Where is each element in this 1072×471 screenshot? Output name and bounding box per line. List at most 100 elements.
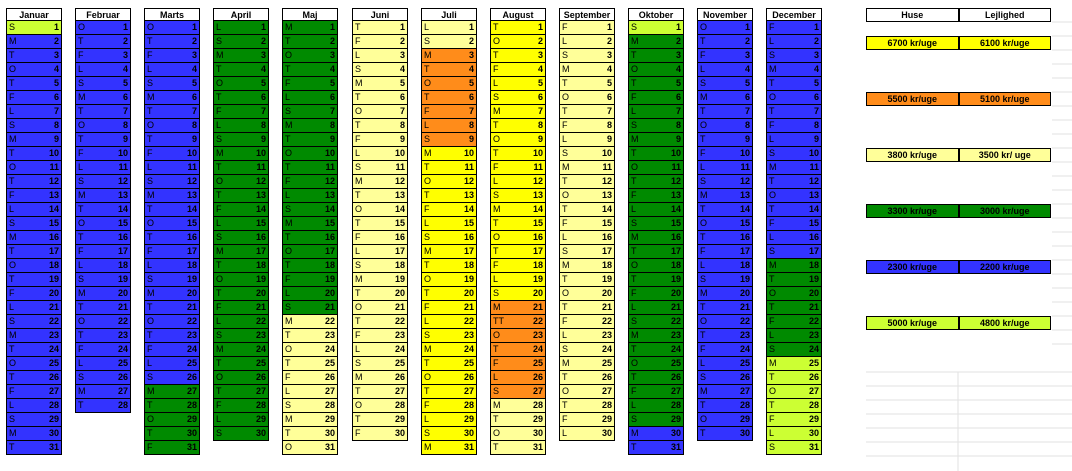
day-cell[interactable]: L 21 (628, 301, 684, 315)
day-cell[interactable]: T 12 (6, 175, 62, 189)
day-cell[interactable]: F 28 (213, 399, 269, 413)
day-cell[interactable]: O 26 (421, 371, 477, 385)
day-cell[interactable]: M 27 (697, 385, 753, 399)
day-cell[interactable]: T 28 (766, 399, 822, 413)
day-cell[interactable]: S 30 (213, 427, 269, 441)
day-cell[interactable]: F 24 (75, 343, 131, 357)
day-cell[interactable]: T 30 (697, 427, 753, 441)
day-cell[interactable]: L 22 (421, 315, 477, 329)
day-cell[interactable]: T 19 (559, 273, 615, 287)
day-cell[interactable]: T 21 (697, 301, 753, 315)
day-cell[interactable]: M 20 (75, 287, 131, 301)
legend-huse-price[interactable]: 2300 kr/uge (866, 260, 959, 274)
day-cell[interactable]: M 31 (421, 441, 477, 455)
day-cell[interactable]: T 19 (628, 273, 684, 287)
legend-huse-price[interactable]: 3300 kr/uge (866, 204, 959, 218)
day-cell[interactable]: O 15 (697, 217, 753, 231)
day-cell[interactable]: T 23 (144, 329, 200, 343)
day-cell[interactable]: O 15 (75, 217, 131, 231)
day-cell[interactable]: O 27 (559, 385, 615, 399)
day-cell[interactable]: O 15 (144, 217, 200, 231)
day-cell[interactable]: L 10 (352, 147, 408, 161)
day-cell[interactable]: F 22 (766, 315, 822, 329)
day-cell[interactable]: F 13 (6, 189, 62, 203)
day-cell[interactable]: T 15 (352, 217, 408, 231)
day-cell[interactable]: T 21 (766, 301, 822, 315)
day-cell[interactable]: L 27 (282, 385, 338, 399)
day-cell[interactable]: L 22 (213, 315, 269, 329)
day-cell[interactable]: T 17 (628, 245, 684, 259)
day-cell[interactable]: L 23 (766, 329, 822, 343)
day-cell[interactable]: T 26 (559, 371, 615, 385)
day-cell[interactable]: S 17 (766, 245, 822, 259)
day-cell[interactable]: M 14 (490, 203, 546, 217)
day-cell[interactable]: M 17 (421, 245, 477, 259)
day-cell[interactable]: F 11 (490, 161, 546, 175)
day-cell[interactable]: F 20 (6, 287, 62, 301)
day-cell[interactable]: F 17 (697, 245, 753, 259)
day-cell[interactable]: S 18 (352, 259, 408, 273)
day-cell[interactable]: L 15 (421, 217, 477, 231)
day-cell[interactable]: T 18 (282, 259, 338, 273)
day-cell[interactable]: O 22 (75, 315, 131, 329)
day-cell[interactable]: F 10 (75, 147, 131, 161)
day-cell[interactable]: T 22 (352, 315, 408, 329)
day-cell[interactable]: L 28 (628, 399, 684, 413)
month-header[interactable]: December (766, 8, 822, 21)
day-cell[interactable]: S 10 (559, 147, 615, 161)
day-cell[interactable]: T 29 (490, 413, 546, 427)
day-cell[interactable]: T 23 (75, 329, 131, 343)
legend-row-blue[interactable]: 2300 kr/uge 2200 kr/uge (866, 260, 1051, 274)
day-cell[interactable]: S 16 (421, 231, 477, 245)
day-cell[interactable]: O 27 (766, 385, 822, 399)
day-cell[interactable]: S 24 (766, 343, 822, 357)
day-cell[interactable]: L 25 (144, 357, 200, 371)
day-cell[interactable]: O 23 (490, 329, 546, 343)
day-cell[interactable]: T 21 (144, 301, 200, 315)
day-cell[interactable]: L 11 (697, 161, 753, 175)
month-header[interactable]: April (213, 8, 269, 21)
day-cell[interactable]: F 21 (421, 301, 477, 315)
day-cell[interactable]: O 19 (421, 273, 477, 287)
day-cell[interactable]: T 20 (213, 287, 269, 301)
day-cell[interactable]: T 12 (628, 175, 684, 189)
day-cell[interactable]: L 29 (213, 413, 269, 427)
day-cell[interactable]: O 18 (6, 259, 62, 273)
legend-huse-price[interactable]: 5000 kr/uge (866, 316, 959, 330)
day-cell[interactable]: F 10 (697, 147, 753, 161)
day-cell[interactable]: T 12 (559, 175, 615, 189)
day-cell[interactable]: O 29 (697, 413, 753, 427)
day-cell[interactable]: L 14 (628, 203, 684, 217)
day-cell[interactable]: O 16 (490, 231, 546, 245)
day-cell[interactable]: M 11 (766, 161, 822, 175)
day-cell[interactable]: F 21 (213, 301, 269, 315)
day-cell[interactable]: T 25 (421, 357, 477, 371)
day-cell[interactable]: F 31 (144, 441, 200, 455)
day-cell[interactable]: L 21 (6, 301, 62, 315)
